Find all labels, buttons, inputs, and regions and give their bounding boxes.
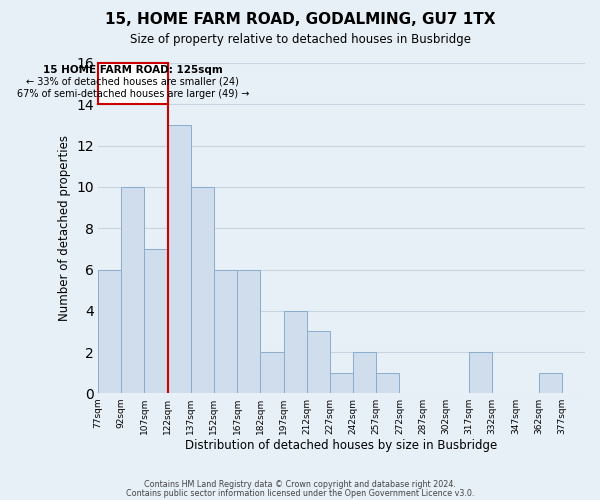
Text: 15, HOME FARM ROAD, GODALMING, GU7 1TX: 15, HOME FARM ROAD, GODALMING, GU7 1TX xyxy=(105,12,495,28)
X-axis label: Distribution of detached houses by size in Busbridge: Distribution of detached houses by size … xyxy=(185,440,497,452)
Bar xyxy=(307,332,330,394)
Text: 15 HOME FARM ROAD: 125sqm: 15 HOME FARM ROAD: 125sqm xyxy=(43,65,223,75)
Bar xyxy=(145,249,167,394)
Bar xyxy=(191,187,214,394)
Text: ← 33% of detached houses are smaller (24): ← 33% of detached houses are smaller (24… xyxy=(26,76,239,86)
Text: Size of property relative to detached houses in Busbridge: Size of property relative to detached ho… xyxy=(130,32,470,46)
Bar xyxy=(98,270,121,394)
Bar xyxy=(376,373,400,394)
Bar xyxy=(284,311,307,394)
Bar xyxy=(469,352,492,394)
Text: Contains public sector information licensed under the Open Government Licence v3: Contains public sector information licen… xyxy=(126,488,474,498)
Bar xyxy=(330,373,353,394)
Text: Contains HM Land Registry data © Crown copyright and database right 2024.: Contains HM Land Registry data © Crown c… xyxy=(144,480,456,489)
Bar xyxy=(98,63,167,104)
Bar xyxy=(260,352,284,394)
Bar xyxy=(353,352,376,394)
Text: 67% of semi-detached houses are larger (49) →: 67% of semi-detached houses are larger (… xyxy=(17,89,249,99)
Bar xyxy=(167,125,191,394)
Bar xyxy=(539,373,562,394)
Y-axis label: Number of detached properties: Number of detached properties xyxy=(58,135,71,321)
Bar xyxy=(214,270,237,394)
Bar xyxy=(237,270,260,394)
Bar xyxy=(121,187,145,394)
